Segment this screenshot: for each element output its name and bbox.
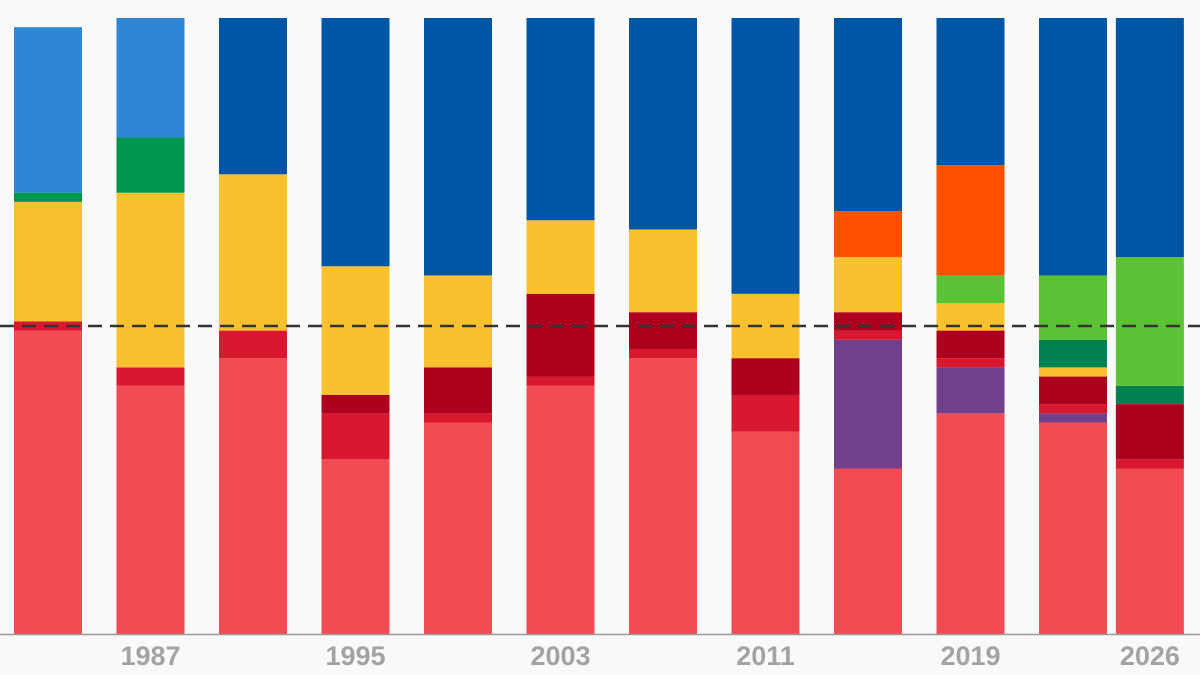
bar-segment-2023-series-0 bbox=[1039, 422, 1107, 634]
bar-segment-2019-series-1 bbox=[936, 367, 1005, 414]
bar-segment-2026-series-7 bbox=[1115, 257, 1184, 386]
bar-segment-2026-series-10 bbox=[1115, 18, 1184, 258]
x-tick-labels: 1987 1995 2003 2011 2019 2026 bbox=[120, 641, 1179, 671]
bar-segment-1999-series-2 bbox=[424, 413, 492, 423]
bar-segment-2019-series-10 bbox=[936, 18, 1005, 166]
bar-segment-2007-series-0 bbox=[629, 358, 697, 634]
x-tick-label: 2019 bbox=[940, 641, 1000, 671]
bar-segment-1995-series-2 bbox=[321, 413, 390, 460]
bar-segment-2007-series-4 bbox=[629, 229, 697, 313]
bar-segment-2015-series-2 bbox=[834, 330, 902, 340]
x-tick-label: 1987 bbox=[120, 641, 180, 671]
x-tick-label: 1995 bbox=[325, 641, 385, 671]
bar-segment-2023-series-2 bbox=[1039, 404, 1107, 414]
bar-segment-1999-series-3 bbox=[424, 367, 492, 414]
bar-segment-1991-series-0 bbox=[219, 358, 287, 634]
bar-segment-2007-series-10 bbox=[629, 18, 697, 230]
bar-segment-2023-series-3 bbox=[1039, 376, 1107, 405]
bar-segment-2003-series-4 bbox=[526, 220, 595, 294]
bar-segment-2026-series-2 bbox=[1115, 459, 1184, 469]
bar-segment-2023-series-4 bbox=[1039, 367, 1107, 377]
bar-segment-1995-series-4 bbox=[321, 266, 390, 395]
bar-segment-1983-series-0 bbox=[14, 330, 82, 634]
bar-segment-2015-series-3 bbox=[834, 312, 902, 331]
bar-segment-2026-series-0 bbox=[1115, 468, 1184, 634]
bar-segment-2023-series-7 bbox=[1039, 275, 1107, 340]
bar-segment-1999-series-0 bbox=[424, 422, 492, 634]
bar-segment-2015-series-0 bbox=[834, 468, 902, 634]
bar-segment-2015-series-4 bbox=[834, 257, 902, 313]
bar-segment-2023-series-10 bbox=[1039, 18, 1107, 276]
bar-segment-2019-series-0 bbox=[936, 413, 1005, 634]
bar-segment-2019-series-8 bbox=[936, 165, 1005, 276]
bars-group bbox=[14, 18, 1184, 634]
bar-segment-1983-series-4 bbox=[14, 201, 82, 322]
bar-segment-2015-series-1 bbox=[834, 339, 902, 469]
x-tick-label: 2026 bbox=[1120, 641, 1180, 671]
bar-segment-2003-series-2 bbox=[526, 376, 595, 386]
bar-segment-2023-series-5 bbox=[1039, 339, 1107, 368]
bar-segment-2019-series-3 bbox=[936, 330, 1005, 359]
bar-segment-2007-series-3 bbox=[629, 312, 697, 349]
bar-segment-1991-series-4 bbox=[219, 174, 287, 331]
bar-segment-1995-series-3 bbox=[321, 394, 390, 414]
bar-segment-2003-series-10 bbox=[526, 18, 595, 221]
bar-segment-1995-series-10 bbox=[321, 18, 390, 267]
bar-segment-2011-series-0 bbox=[731, 431, 800, 634]
bar-segment-2019-series-7 bbox=[936, 275, 1005, 304]
x-tick-label: 2003 bbox=[530, 641, 590, 671]
bar-segment-2007-series-2 bbox=[629, 348, 697, 359]
bar-segment-2011-series-4 bbox=[731, 293, 800, 359]
bar-segment-2015-series-8 bbox=[834, 211, 902, 258]
bar-segment-2023-series-1 bbox=[1039, 413, 1107, 423]
bar-segment-1995-series-0 bbox=[321, 459, 390, 634]
x-tick-label: 2011 bbox=[736, 641, 795, 671]
bar-segment-2003-series-3 bbox=[526, 293, 595, 377]
bar-segment-1987-series-6 bbox=[116, 137, 185, 193]
bar-segment-2011-series-2 bbox=[731, 394, 800, 432]
bar-segment-1983-series-6 bbox=[14, 192, 82, 202]
bar-segment-1987-series-0 bbox=[116, 385, 185, 634]
bar-segment-1987-series-9 bbox=[116, 18, 185, 138]
bar-segment-1991-series-10 bbox=[219, 18, 287, 175]
bar-segment-1999-series-4 bbox=[424, 275, 492, 368]
bar-segment-2003-series-0 bbox=[526, 385, 595, 634]
bar-segment-2026-series-5 bbox=[1115, 385, 1184, 405]
bar-segment-2011-series-10 bbox=[731, 18, 800, 294]
bar-segment-1987-series-4 bbox=[116, 192, 185, 368]
bar-segment-2026-series-3 bbox=[1115, 404, 1184, 460]
bar-segment-2015-series-10 bbox=[834, 18, 902, 212]
bar-segment-1983-series-9 bbox=[14, 27, 82, 193]
bar-segment-1987-series-2 bbox=[116, 367, 185, 386]
bar-segment-2019-series-2 bbox=[936, 358, 1005, 368]
bar-segment-2011-series-3 bbox=[731, 358, 800, 395]
bar-segment-1999-series-10 bbox=[424, 18, 492, 276]
bar-segment-1991-series-2 bbox=[219, 330, 287, 359]
